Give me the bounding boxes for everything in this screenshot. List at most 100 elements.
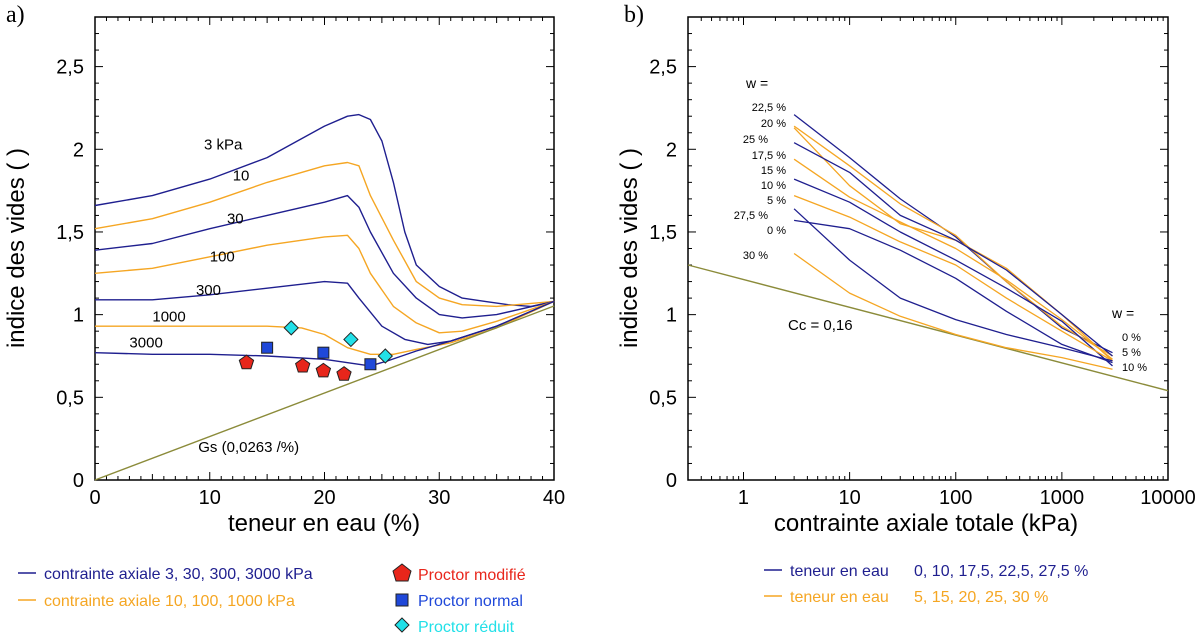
panel-b: b) 1 10 100 1000 10000 0 0,5 1 1,5 2 2,5 22,5 % 20 … <box>616 2 1196 537</box>
marker-proctor-normal <box>317 346 330 359</box>
w-right-label-0: 0 % <box>1122 332 1141 344</box>
legend-right-values-orange: 5, 15, 20, 25, 30 % <box>914 589 1048 606</box>
panel-b-xtick-label: 1 <box>738 487 749 509</box>
panel-b-w-header-right: w = <box>1111 305 1134 321</box>
marker-proctor-reduit <box>343 331 359 348</box>
panel-a-curve-labels: 3 kPa 10 30 100 300 1000 3000 Gs (0,0263 /%) <box>129 136 299 456</box>
panel-b-ytick-label: 2 <box>666 139 677 161</box>
panel-a-xlabel: teneur en eau (%) <box>228 510 420 537</box>
marker-proctor-modifie <box>336 366 352 381</box>
panel-a-xtick-label: 20 <box>313 487 335 509</box>
legend: contrainte axiale 3, 30, 300, 3000 kPa c… <box>18 563 1088 636</box>
curve-label-gs-0-0263: Gs (0,0263 /%) <box>198 439 299 456</box>
marker-proctor-reduit <box>377 348 394 364</box>
series-w-20 <box>793 125 1113 357</box>
panel-b-xtick-label: 100 <box>939 487 972 509</box>
w-label-20: 20 % <box>761 118 786 130</box>
panel-b-xtick-label: 10000 <box>1140 487 1196 509</box>
marker-proctor-modifie <box>315 362 332 378</box>
panel-a-xtick-label: 0 <box>89 487 100 509</box>
curve-label-3-kpa: 3 kPa <box>204 136 243 153</box>
panel-a-ytick-label: 0 <box>73 470 84 492</box>
panel-b-cc-label: Cc = 0,16 <box>788 317 853 334</box>
legend-label-blue: contrainte axiale 3, 30, 300, 3000 kPa <box>44 566 313 583</box>
panel-a-xtick-label: 40 <box>543 487 565 509</box>
series-w-17-5 <box>793 142 1113 357</box>
marker-proctor-normal <box>261 341 274 354</box>
panel-b-w-labels: 22,5 % 20 % 25 % 17,5 % 15 % 10 % 5 % 27,5 % 0 %… <box>734 102 1148 374</box>
curve-10 <box>94 161 555 308</box>
panel-b-ytick-label: 1,5 <box>649 222 677 244</box>
panel-a: a) 0 10 20 30 40 0 0,5 1 1,5 2 2,5 3 kPa 10 30 100 300… <box>3 2 565 537</box>
w-label-5: 5 % <box>767 195 786 207</box>
panel-b-w-header-left: w = <box>745 75 768 91</box>
panel-b-xlabel: contrainte axiale totale (kPa) <box>774 510 1078 537</box>
panel-b-ylabel: indice des vides ( ) <box>616 148 643 348</box>
marker-proctor-reduit <box>283 320 299 336</box>
legend-marker-proctor-modifie <box>392 563 412 582</box>
panel-a-xtick-label: 30 <box>428 487 450 509</box>
panel-a-curves <box>94 113 555 481</box>
w-label-15: 15 % <box>761 165 786 177</box>
curve-1000 <box>95 300 555 355</box>
series-w-5 <box>793 194 1113 362</box>
legend-label-orange: contrainte axiale 10, 100, 1000 kPa <box>44 593 295 610</box>
series-w-30 <box>793 252 1113 370</box>
curve-label-1000: 1000 <box>152 308 185 325</box>
w-right-label-5: 5 % <box>1122 347 1141 359</box>
curve-label-100: 100 <box>210 249 235 266</box>
curve-label-3000: 3000 <box>129 335 162 352</box>
series-w-0 <box>794 219 1113 364</box>
panel-b-curves <box>687 114 1169 392</box>
marker-proctor-modifie <box>295 357 311 373</box>
curve-label-300: 300 <box>196 282 221 299</box>
series-w-15 <box>793 158 1113 360</box>
w-label-17-5: 17,5 % <box>752 150 786 162</box>
panel-b-xtick-label: 1000 <box>1040 487 1085 509</box>
legend-marker-proctor-normal <box>395 593 409 607</box>
legend-label-proctor-modifie: Proctor modifié <box>418 567 526 584</box>
curve-label-10: 10 <box>233 168 250 185</box>
series-w-22-5 <box>793 114 1113 354</box>
legend-right-values-blue: 0, 10, 17,5, 22,5, 27,5 % <box>914 563 1088 580</box>
panel-a-ytick-label: 1 <box>73 305 84 327</box>
panel-b-ytick-label: 2,5 <box>649 57 677 79</box>
curve-3-kpa <box>94 113 555 308</box>
w-right-label-10: 10 % <box>1122 362 1147 374</box>
legend-right-prefix-blue: teneur en eau <box>790 563 889 580</box>
w-label-0: 0 % <box>767 225 786 237</box>
panel-b-ytick-label: 0,5 <box>649 387 677 409</box>
w-label-27-5: 27,5 % <box>734 210 768 222</box>
w-label-25: 25 % <box>743 134 768 146</box>
legend-right-prefix-orange: teneur en eau <box>790 589 889 606</box>
curve-100 <box>94 234 555 334</box>
curve-label-30: 30 <box>227 211 244 228</box>
panel-a-ytick-label: 0,5 <box>56 387 84 409</box>
panel-a-xtick-label: 10 <box>199 487 221 509</box>
legend-label-proctor-normal: Proctor normal <box>418 593 523 610</box>
panel-a-label: a) <box>6 2 25 28</box>
curve-30 <box>94 194 555 319</box>
panel-b-xtick-label: 10 <box>838 487 860 509</box>
cc-line <box>687 264 1169 392</box>
w-label-22-5: 22,5 % <box>752 102 786 114</box>
panel-a-ytick-label: 2 <box>73 139 84 161</box>
marker-proctor-normal <box>364 358 377 371</box>
panel-b-ticks: 1 10 100 1000 10000 0 0,5 1 1,5 2 2,5 <box>649 16 1196 509</box>
series-w-10 <box>793 178 1113 367</box>
panel-a-ytick-label: 1,5 <box>56 222 84 244</box>
legend-label-proctor-reduit: Proctor réduit <box>418 619 515 636</box>
series-w-27-5 <box>793 208 1113 362</box>
legend-marker-proctor-reduit <box>394 617 410 633</box>
marker-proctor-modifie <box>238 354 255 370</box>
panel-a-ytick-label: 2,5 <box>56 57 84 79</box>
panel-b-ytick-label: 1 <box>666 305 677 327</box>
panel-b-ytick-label: 0 <box>666 470 677 492</box>
panel-b-label: b) <box>624 2 644 28</box>
w-label-10: 10 % <box>761 180 786 192</box>
panel-a-markers <box>238 320 394 381</box>
panel-a-ticks: 0 10 20 30 40 0 0,5 1 1,5 2 2,5 <box>56 16 565 509</box>
w-label-30: 30 % <box>743 250 768 262</box>
panel-a-ylabel: indice des vides ( ) <box>3 148 30 348</box>
